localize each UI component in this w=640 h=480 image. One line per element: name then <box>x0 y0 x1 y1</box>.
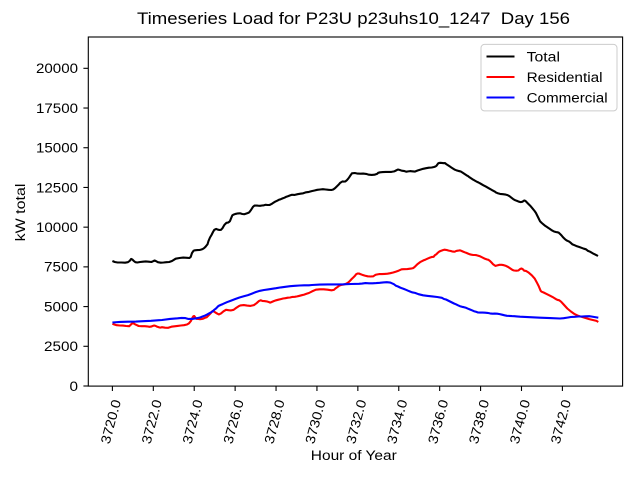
svg-text:2500: 2500 <box>44 339 78 354</box>
svg-text:Residential: Residential <box>527 70 603 85</box>
svg-text:0: 0 <box>70 379 79 394</box>
svg-text:20000: 20000 <box>36 61 78 76</box>
svg-text:Commercial: Commercial <box>527 90 608 105</box>
svg-text:Total: Total <box>527 49 560 64</box>
svg-text:Timeseries Load for P23U p23uh: Timeseries Load for P23U p23uhs10_1247 D… <box>137 9 570 28</box>
svg-text:kW total: kW total <box>13 184 28 242</box>
svg-text:Hour of Year: Hour of Year <box>311 448 398 463</box>
svg-text:5000: 5000 <box>44 299 78 314</box>
svg-text:7500: 7500 <box>44 260 78 275</box>
svg-text:15000: 15000 <box>36 141 78 156</box>
svg-text:12500: 12500 <box>36 180 78 195</box>
svg-text:10000: 10000 <box>36 220 78 235</box>
svg-text:17500: 17500 <box>36 101 78 116</box>
